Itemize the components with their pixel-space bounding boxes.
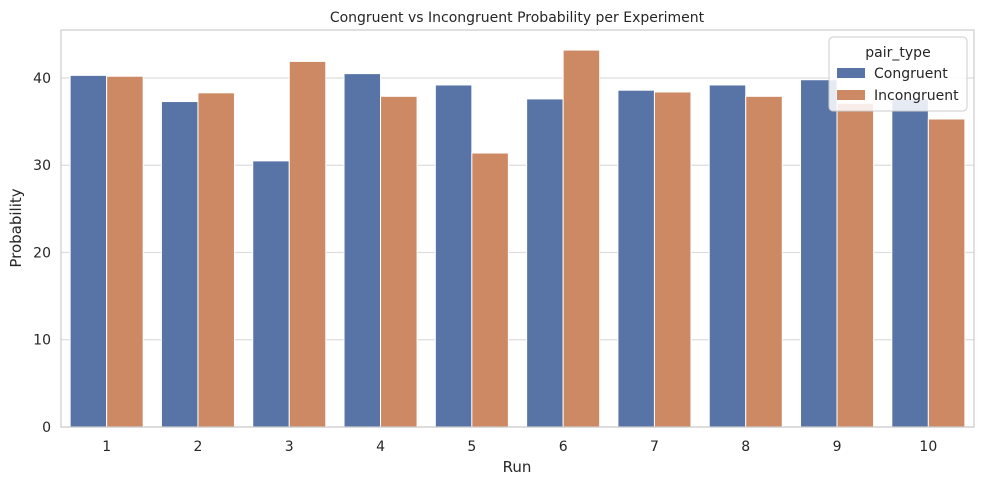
bar-congruent-run-10 [891, 98, 929, 428]
y-tick-label: 20 [33, 245, 51, 261]
bar-incongruent-run-10 [927, 118, 966, 428]
x-tick-labels: 1 2 3 4 5 6 7 8 9 10 [102, 439, 937, 455]
legend-title: pair_type [865, 45, 930, 61]
bar-congruent-run-5 [434, 84, 473, 428]
bar-incongruent-run-3 [288, 60, 327, 428]
y-tick-label: 30 [33, 158, 51, 174]
bar-congruent-run-9 [800, 79, 838, 428]
bar-congruent-run-4 [343, 73, 382, 428]
bar-congruent-run-3 [252, 160, 290, 428]
bar-incongruent-run-1 [106, 75, 144, 428]
x-tick-label: 10 [919, 439, 937, 455]
bar-incongruent-run-2 [197, 92, 235, 428]
bar-incongruent-run-8 [745, 95, 783, 428]
legend-label-incongruent: Incongruent [874, 88, 959, 104]
bar-congruent-run-8 [708, 84, 747, 428]
bar-congruent-run-1 [69, 74, 108, 428]
bar-incongruent-run-7 [653, 91, 692, 428]
bar-incongruent-run-9 [836, 102, 875, 428]
x-tick-label: 3 [285, 439, 294, 455]
bar-congruent-run-2 [160, 101, 199, 428]
x-axis-label: Run [503, 458, 532, 476]
chart-title: Congruent vs Incongruent Probability per… [330, 10, 705, 26]
x-tick-label: 7 [650, 439, 659, 455]
legend-swatch-congruent [837, 68, 865, 78]
x-tick-label: 8 [741, 439, 750, 455]
bar-incongruent-run-6 [562, 49, 601, 428]
legend: pair_type Congruent Incongruent [828, 36, 968, 112]
bar-incongruent-run-4 [380, 95, 418, 428]
bar-incongruent-run-5 [471, 152, 509, 428]
y-tick-labels: 0 10 20 30 40 [33, 71, 51, 436]
plot-frame [60, 29, 975, 428]
y-tick-label: 0 [42, 420, 51, 436]
x-tick-label: 5 [467, 439, 476, 455]
y-tick-label: 40 [33, 71, 51, 87]
bar-congruent-run-6 [526, 98, 564, 428]
y-axis-label: Probability [7, 188, 25, 267]
x-tick-label: 9 [833, 439, 842, 455]
x-tick-label: 6 [559, 439, 568, 455]
x-tick-label: 2 [193, 439, 202, 455]
x-tick-label: 1 [102, 439, 111, 455]
bar-congruent-run-7 [617, 89, 655, 428]
legend-label-congruent: Congruent [874, 66, 948, 82]
y-tick-label: 10 [33, 333, 51, 349]
legend-swatch-incongruent [837, 90, 865, 100]
bars [69, 49, 966, 428]
x-tick-label: 4 [376, 439, 385, 455]
